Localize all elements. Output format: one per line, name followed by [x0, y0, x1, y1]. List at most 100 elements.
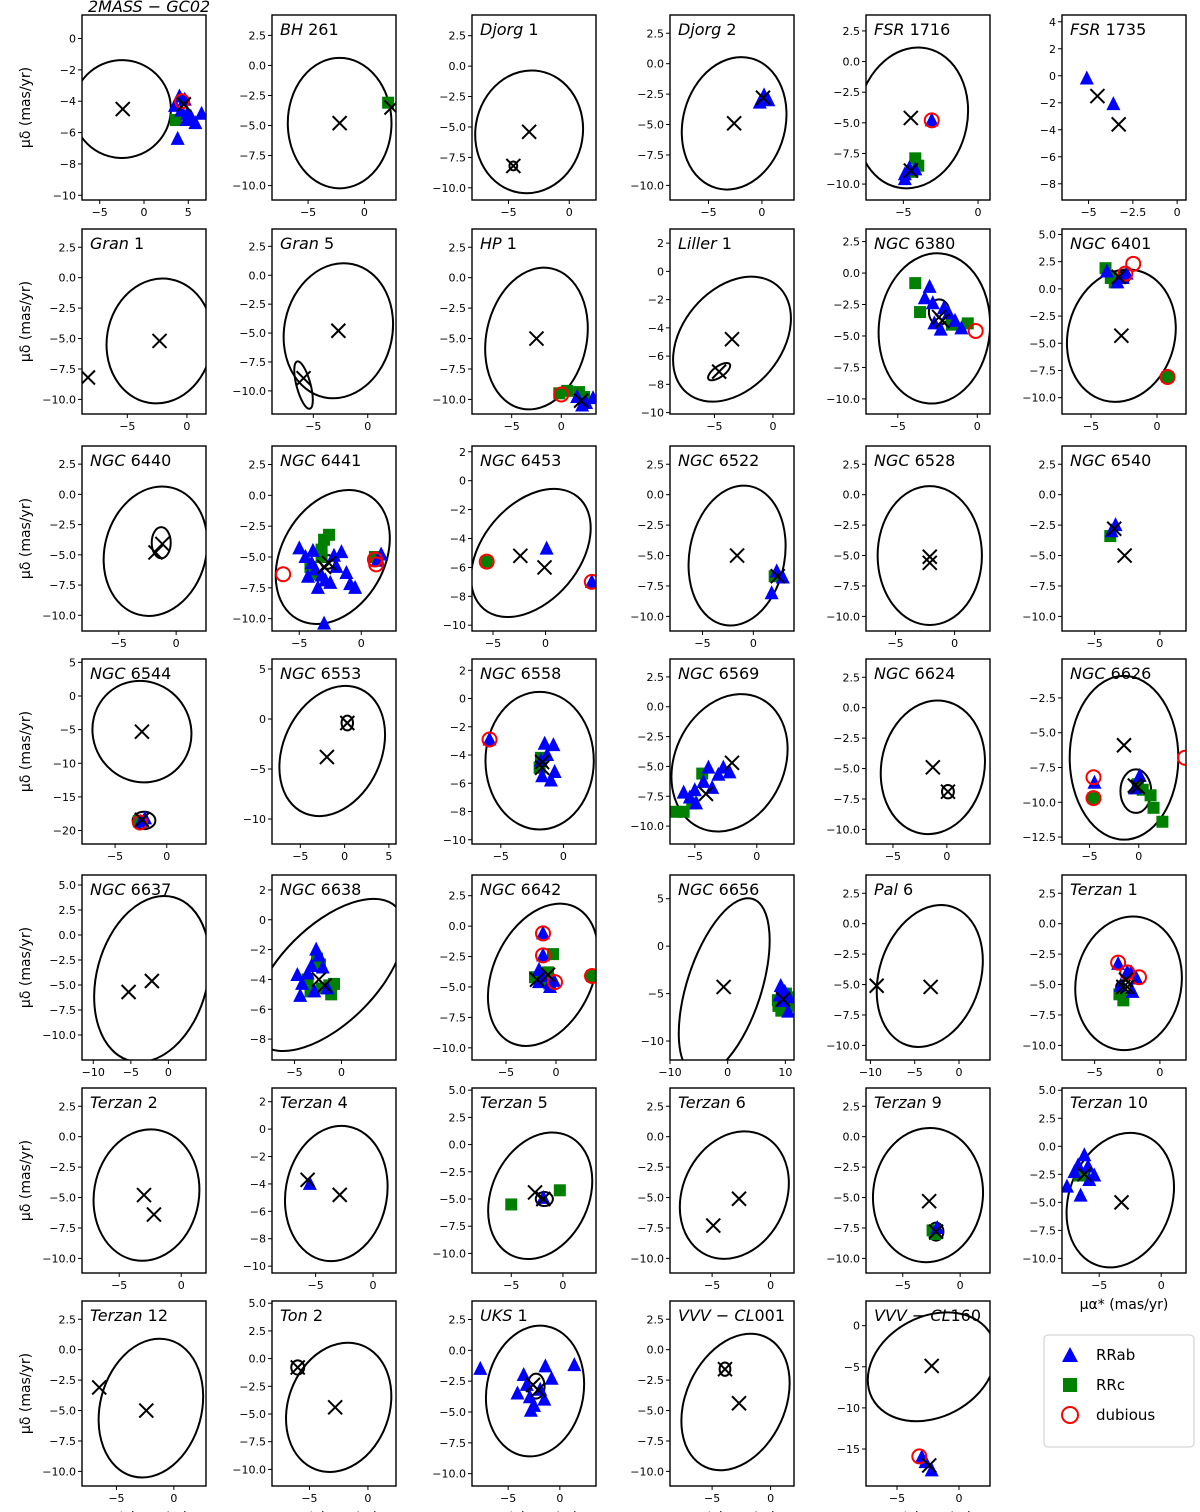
rrab-point: [292, 540, 307, 555]
panel: −5 0 2.5 0.0 −2.5 −5.0 −7.5 −10.0 NGC 6380: [826, 228, 991, 433]
y-tick-label: −2.5: [637, 519, 664, 532]
dubious-marker: [583, 573, 596, 590]
x-tick-label: −5: [1083, 420, 1099, 433]
panel-title: Liller 1: [678, 234, 732, 253]
y-tick-label: −5.0: [49, 333, 76, 346]
panel-title: NGC 6522: [678, 451, 759, 470]
x-tick-label: 0: [566, 206, 573, 219]
rrab-point: [298, 549, 313, 563]
x-tick-label: −5: [308, 1279, 324, 1292]
rrab-point: [781, 1003, 794, 1018]
rrab-point: [689, 795, 704, 810]
y-tick-label: 0.0: [249, 59, 267, 72]
y-tick-label: −10.0: [630, 1465, 664, 1478]
y-tick-label: −4: [250, 973, 266, 986]
panel-title: Terzan 10: [1070, 1093, 1148, 1112]
panel: −5 0 5 5 0 −5 −10 NGC 6553: [243, 658, 397, 863]
y-tick-label: −4: [60, 95, 76, 108]
panel-title: NGC 6637: [90, 880, 171, 899]
x-tick-label: −5: [301, 1492, 317, 1505]
rrab-point: [537, 735, 552, 750]
y-tick-label: −7.5: [439, 363, 466, 376]
dubious-marker: [478, 553, 495, 570]
y-tick-label: −10.0: [42, 1252, 76, 1265]
y-tick-label: 2.5: [449, 30, 467, 43]
cross-marker: [903, 162, 919, 179]
panel-title: HP 1: [480, 234, 517, 253]
dubious-marker: [1177, 749, 1186, 766]
y-tick-label: −7.5: [833, 793, 860, 806]
y-tick-label: −6: [450, 561, 466, 574]
dubious-marker: [923, 112, 940, 129]
y-tick-label: −10.0: [826, 610, 860, 623]
cross-marker: [299, 1172, 316, 1188]
cross-marker: [534, 760, 550, 776]
x-tick-label: 0: [173, 637, 180, 650]
y-tick-label: −10.0: [630, 610, 664, 623]
error-ellipse: [484, 266, 589, 411]
rrab-point: [1106, 96, 1121, 111]
y-tick-label: 0.0: [449, 1344, 467, 1357]
dubious-marker: [553, 386, 570, 403]
cross-marker: [1127, 777, 1143, 794]
cross-marker: [136, 1187, 152, 1203]
y-axis-label: μδ (mas/yr): [18, 281, 34, 362]
y-tick-label: −10: [243, 813, 266, 826]
error-ellipse: [92, 1128, 201, 1262]
x-tick-label: −5: [700, 206, 716, 219]
panel: −5 0 −2.5 −5.0 −7.5 −10.0 −12.5 NGC 6626: [1022, 658, 1187, 863]
panel-title: Pal 6: [874, 880, 913, 899]
x-tick-label: −5: [292, 850, 308, 863]
error-ellipse: [274, 488, 391, 626]
dubious-marker: [967, 322, 984, 339]
plot-frame: [471, 658, 597, 845]
rrc-point: [1087, 792, 1100, 805]
cross-marker: [925, 759, 941, 776]
error-ellipse: [286, 56, 393, 190]
rrc-point: [553, 1184, 566, 1197]
error-ellipse: [1068, 674, 1180, 841]
y-tick-label: 0.0: [843, 56, 861, 69]
rrab-point: [1099, 263, 1114, 278]
panel-title: NGC 6624: [874, 664, 955, 683]
error-ellipse: [282, 262, 395, 400]
rrc-point: [1161, 371, 1174, 383]
rrc-point: [670, 805, 683, 818]
cross-marker: [726, 115, 742, 132]
plot-frame: [471, 14, 597, 201]
y-axis-label: μδ (mas/yr): [18, 67, 34, 148]
y-tick-label: −5.0: [239, 120, 266, 133]
y-tick-label: −4: [250, 1178, 266, 1191]
error-ellipse: [278, 684, 387, 818]
y-tick-label: 0.0: [249, 1353, 267, 1366]
panel: −5 0 2.5 0.0 −2.5 −5.0 −7.5 −10.0 HP 1: [432, 228, 597, 433]
panel-title: NGC 6528: [874, 451, 955, 470]
rrab-point: [761, 92, 776, 107]
panel-title: VVV − CL001: [678, 1306, 785, 1325]
rrc-point: [1147, 801, 1160, 814]
rrab-point: [293, 987, 308, 1002]
y-tick-label: 2.5: [843, 458, 861, 471]
plot-frame: [669, 1300, 795, 1487]
y-tick-label: −15: [53, 791, 76, 804]
x-tick-label: −5: [704, 1492, 720, 1505]
y-tick-label: −5.0: [1029, 550, 1056, 563]
error-ellipse: [487, 1131, 594, 1261]
x-tick-label: 0: [1156, 1066, 1163, 1079]
y-tick-label: −10.0: [432, 393, 466, 406]
y-tick-label: −7.5: [1029, 1009, 1056, 1022]
cross-marker: [1076, 1166, 1093, 1183]
cross-marker: [316, 977, 333, 994]
cross-marker: [1130, 779, 1146, 795]
y-tick-label: −5: [250, 763, 266, 776]
y-tick-label: −7.5: [833, 147, 860, 160]
y-tick-label: −20: [53, 825, 76, 838]
y-tick-label: −10.0: [42, 1029, 76, 1042]
cross-marker: [134, 723, 150, 740]
panel-title: Djorg 2: [678, 20, 737, 39]
x-tick-label: 0: [753, 850, 760, 863]
panel-title: Terzan 12: [90, 1306, 168, 1325]
cross-marker: [924, 1358, 940, 1374]
x-tick-label: 0: [1156, 637, 1163, 650]
cross-marker: [1116, 547, 1133, 564]
